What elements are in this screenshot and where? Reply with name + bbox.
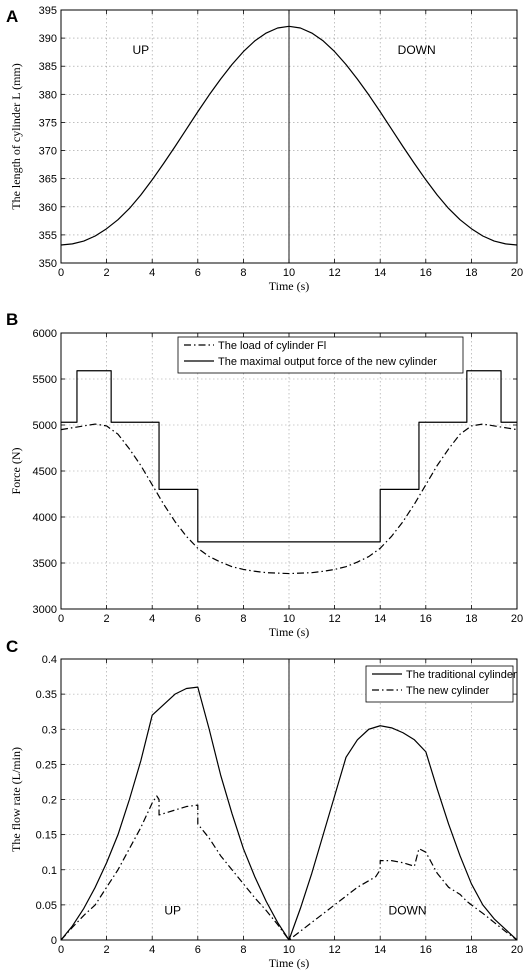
x-tick-label: 6: [195, 944, 201, 956]
x-tick-label: 4: [149, 613, 155, 625]
series-line-2: [61, 370, 517, 543]
x-tick-label: 2: [104, 944, 110, 956]
y-tick-label: 395: [39, 5, 57, 17]
y-axis-label: The length of cylinder L (mm): [9, 63, 23, 210]
annotation-label: UP: [164, 904, 181, 918]
y-axis-label: Force (N): [9, 448, 23, 495]
y-tick-label: 370: [39, 146, 57, 158]
x-tick-label: 18: [465, 944, 477, 956]
x-tick-label: 18: [465, 613, 477, 625]
y-tick-label: 380: [39, 89, 57, 101]
chart-panel-b: B 0 2 4 6 8 10 12 14 16 18 20 3000 3500 4000 4500 5000 55…: [6, 310, 523, 639]
y-tick-label: 5000: [33, 420, 57, 432]
y-tick-label: 0.35: [36, 689, 57, 701]
x-tick-label: 2: [104, 267, 110, 279]
x-tick-label: 6: [195, 613, 201, 625]
x-tick-label: 10: [283, 613, 295, 625]
legend: The traditional cylinder The new cylinder: [365, 665, 517, 703]
y-tick-label: 4500: [33, 466, 57, 478]
legend: The load of cylinder Fl The maximal outpu…: [177, 336, 464, 374]
x-tick-label: 12: [328, 613, 340, 625]
y-tick-label: 0.25: [36, 759, 57, 771]
y-tick-label: 385: [39, 61, 57, 73]
x-tick-label: 4: [149, 944, 155, 956]
y-tick-label: 0.2: [42, 795, 57, 807]
x-axis-label: Time (s): [269, 625, 310, 639]
legend-entry-2: The maximal output force of the new cyli…: [218, 356, 437, 368]
x-tick-label: 16: [420, 267, 432, 279]
chart-panel-a: A 0 2 4 6 8 10 12 14 16 18 20 350 355 360 365 370 375 380 3…: [6, 5, 523, 293]
panel-label: B: [6, 310, 18, 329]
y-tick-label: 6000: [33, 328, 57, 340]
x-tick-label: 14: [374, 944, 386, 956]
y-tick-label: 0.4: [42, 654, 57, 666]
x-tick-label: 6: [195, 267, 201, 279]
y-tick-label: 5500: [33, 374, 57, 386]
y-tick-label: 355: [39, 230, 57, 242]
y-tick-label: 0.3: [42, 724, 57, 736]
x-tick-label: 20: [511, 267, 523, 279]
x-tick-label: 2: [104, 613, 110, 625]
y-tick-label: 360: [39, 202, 57, 214]
x-tick-label: 0: [58, 613, 64, 625]
x-tick-label: 0: [58, 267, 64, 279]
y-tick-label: 390: [39, 33, 57, 45]
x-tick-label: 14: [374, 267, 386, 279]
chart-panel-c: C 0 2 4 6 8 10 12 14 16 18 20 0 0.05 0.1 0.15 0.2 0.25 0.3…: [6, 637, 523, 970]
annotation-label: UP: [132, 43, 149, 57]
x-tick-label: 14: [374, 613, 386, 625]
legend-box: [365, 665, 514, 703]
legend-entry-2: The new cylinder: [406, 685, 489, 697]
y-tick-label: 0.05: [36, 900, 57, 912]
x-axis-label: Time (s): [269, 956, 310, 970]
y-tick-label: 375: [39, 117, 57, 129]
y-axis-label: The flow rate (L/min): [9, 747, 23, 852]
x-tick-label: 12: [328, 944, 340, 956]
x-tick-label: 10: [283, 267, 295, 279]
y-tick-label: 365: [39, 174, 57, 186]
annotation-label: DOWN: [389, 904, 427, 918]
legend-entry-1: The load of cylinder Fl: [218, 340, 326, 352]
y-tick-label: 3500: [33, 558, 57, 570]
y-tick-label: 350: [39, 258, 57, 270]
panel-label: A: [6, 7, 18, 26]
x-tick-label: 20: [511, 944, 523, 956]
x-tick-label: 18: [465, 267, 477, 279]
panel-label: C: [6, 637, 18, 656]
x-tick-label: 8: [240, 267, 246, 279]
x-tick-label: 8: [240, 944, 246, 956]
series-line-2: [60, 795, 518, 941]
x-tick-label: 12: [328, 267, 340, 279]
axes-frame: [60, 658, 518, 941]
y-tick-label: 0.1: [42, 865, 57, 877]
axes-frame: [60, 9, 518, 264]
legend-entry-1: The traditional cylinder: [406, 669, 517, 681]
x-tick-label: 8: [240, 613, 246, 625]
x-tick-label: 10: [283, 944, 295, 956]
x-axis-label: Time (s): [269, 279, 310, 293]
y-tick-label: 4000: [33, 512, 57, 524]
annotation-label: DOWN: [398, 43, 436, 57]
legend-box: [177, 336, 464, 374]
axes-frame: [60, 332, 518, 610]
x-tick-label: 0: [58, 944, 64, 956]
series-line-1: [60, 423, 518, 575]
y-tick-label: 0: [51, 935, 57, 947]
x-tick-label: 4: [149, 267, 155, 279]
y-tick-label: 0.15: [36, 830, 57, 842]
x-tick-label: 20: [511, 613, 523, 625]
x-tick-label: 16: [420, 944, 432, 956]
x-tick-label: 16: [420, 613, 432, 625]
series-line-1: [60, 25, 518, 246]
y-tick-label: 3000: [33, 604, 57, 616]
